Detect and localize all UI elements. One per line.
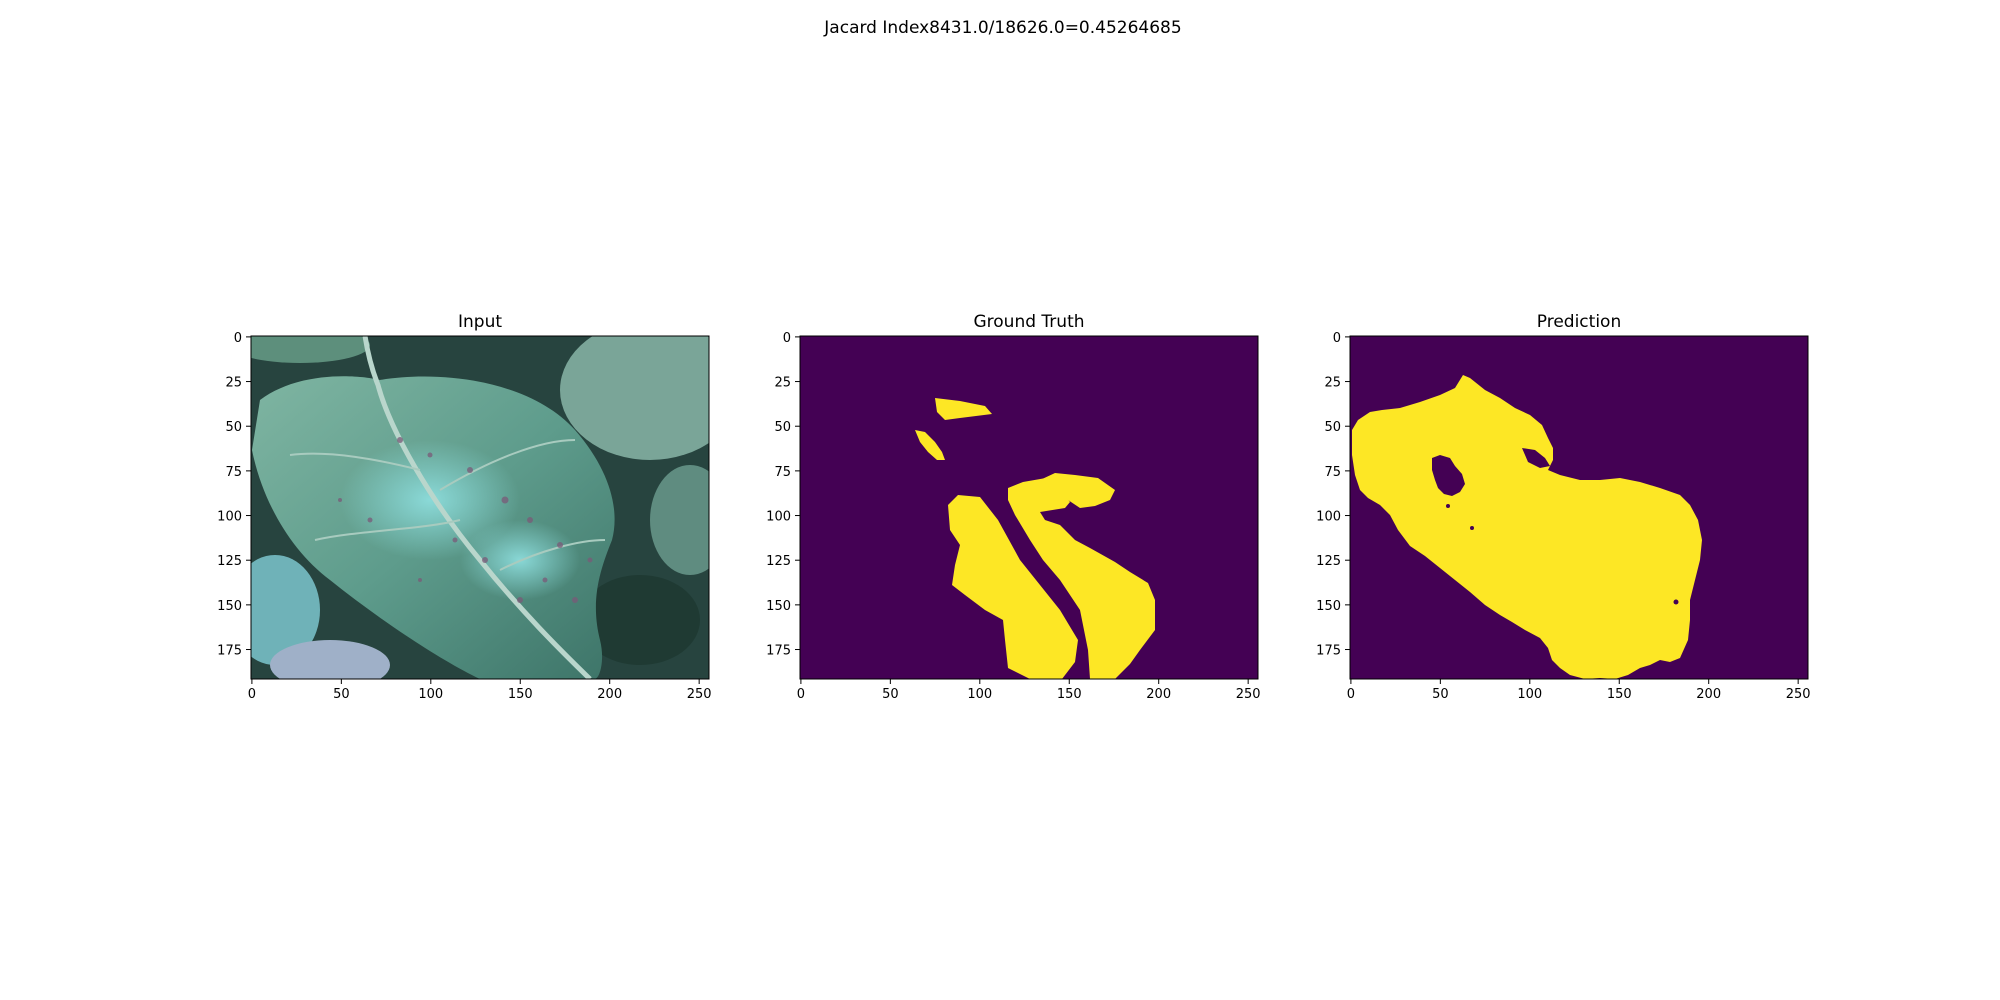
panel-input: Input 0 50 100 150 20: [217, 312, 712, 702]
y-tick-label: 75: [1324, 465, 1341, 480]
leaf-vein-4: [499, 539, 606, 571]
axes-frame-ground-truth: [799, 335, 1259, 680]
y-tick-label: 100: [1316, 510, 1341, 525]
y-tick-label: 175: [1316, 644, 1341, 659]
pred-region-main: [1352, 375, 1702, 679]
y-axis-prediction: 0 25 50 75 100 125 150 175: [1316, 331, 1350, 659]
x-tick-label: 200: [1696, 687, 1721, 702]
prediction-holes: [1432, 448, 1679, 605]
y-tick-label: 75: [225, 465, 242, 480]
x-tick-label: 150: [1057, 687, 1082, 702]
y-tick-label: 0: [1333, 331, 1341, 346]
x-tick-label: 250: [1236, 687, 1261, 702]
x-tick-label: 50: [882, 687, 899, 702]
y-tick-label: 125: [1316, 554, 1341, 569]
figure-suptitle: Jacard Index8431.0/18626.0=0.45264685: [823, 18, 1181, 38]
y-tick-label: 175: [217, 644, 242, 659]
y-axis-input: 0 25 50 75 100 125 150 175: [217, 331, 251, 659]
y-tick-label: 125: [217, 554, 242, 569]
y-tick-label: 50: [774, 420, 791, 435]
axes-frame-input: [250, 335, 710, 680]
y-tick-label: 75: [774, 465, 791, 480]
x-tick-label: 0: [248, 687, 256, 702]
y-tick-label: 25: [1324, 376, 1341, 391]
gt-region-right-main: [1008, 478, 1155, 679]
panel-ground-truth: Ground Truth 0 50 100 150 200 250 0 25 50 75 100 1…: [766, 312, 1260, 702]
y-tick-label: 0: [234, 331, 242, 346]
x-tick-label: 100: [967, 687, 992, 702]
axes-frame-prediction: [1349, 335, 1809, 680]
x-tick-label: 0: [1347, 687, 1355, 702]
gt-region-top-wedge: [1040, 473, 1115, 508]
background-dark-blob: [580, 575, 700, 665]
prediction-mask: [1350, 336, 1808, 679]
x-tick-label: 50: [333, 687, 350, 702]
x-tick-label: 200: [597, 687, 622, 702]
x-tick-label: 250: [1786, 687, 1811, 702]
pred-hole-cluster: [1432, 455, 1465, 496]
background-leaf-top-left: [251, 336, 370, 363]
x-tick-label: 150: [1607, 687, 1632, 702]
y-tick-label: 25: [225, 376, 242, 391]
gt-region-small-left: [915, 430, 945, 460]
x-axis-prediction: 0 50 100 150 200 250: [1347, 679, 1811, 702]
leaf-spots: [338, 437, 593, 603]
y-tick-label: 100: [217, 510, 242, 525]
background-leaf-right: [650, 465, 709, 575]
x-tick-label: 100: [418, 687, 443, 702]
leaf-vein-2: [314, 519, 461, 541]
pred-hole-dot-1: [1470, 526, 1474, 530]
y-tick-label: 50: [225, 420, 242, 435]
leaf-vein-1: [289, 452, 421, 471]
mask-regions: [915, 398, 1155, 679]
x-axis-input: 0 50 100 150 200 250: [248, 679, 712, 702]
pred-hole-dot-2: [1673, 599, 1679, 605]
panel-title-input: Input: [458, 312, 502, 332]
x-tick-label: 50: [1432, 687, 1449, 702]
input-image: [251, 336, 709, 679]
x-tick-label: 200: [1146, 687, 1171, 702]
y-tick-label: 150: [217, 599, 242, 614]
x-tick-label: 150: [508, 687, 533, 702]
panel-prediction: Prediction 0 50 100 150 200 250 0 25 50 75 100 125…: [1316, 312, 1810, 702]
gt-region-left-strip: [948, 495, 1078, 679]
panel-title-ground-truth: Ground Truth: [973, 312, 1084, 332]
x-tick-label: 100: [1517, 687, 1542, 702]
pred-notch-right: [1522, 448, 1550, 468]
panel-title-prediction: Prediction: [1537, 312, 1621, 332]
leaf-stem: [362, 336, 592, 679]
x-axis-ground-truth: 0 50 100 150 200 250: [797, 679, 1261, 702]
y-tick-label: 0: [783, 331, 791, 346]
leaf-vein-3: [439, 439, 576, 491]
background-foliage-bottom: [270, 640, 390, 679]
x-tick-label: 250: [687, 687, 712, 702]
background-foliage-left: [251, 555, 320, 665]
gt-region-small-top: [935, 398, 992, 420]
pred-hole-dot-3: [1446, 504, 1450, 508]
mask-regions: [1352, 375, 1702, 679]
y-tick-label: 150: [766, 599, 791, 614]
ground-truth-mask: [800, 336, 1258, 679]
x-tick-label: 0: [797, 687, 805, 702]
y-tick-label: 100: [766, 510, 791, 525]
background-leaf-top-right: [560, 336, 709, 460]
y-tick-label: 25: [774, 376, 791, 391]
y-tick-label: 50: [1324, 420, 1341, 435]
y-axis-ground-truth: 0 25 50 75 100 125 150 175: [766, 331, 800, 659]
y-tick-label: 150: [1316, 599, 1341, 614]
y-tick-label: 175: [766, 644, 791, 659]
y-tick-label: 125: [766, 554, 791, 569]
